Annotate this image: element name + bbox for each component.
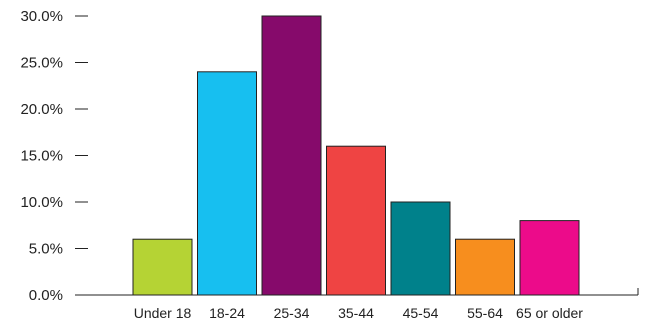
bar-35-44: [326, 145, 386, 296]
y-tick-label: 10.0%: [20, 194, 63, 211]
bar-under-18: [132, 238, 193, 296]
y-tick-label: 30.0%: [20, 8, 63, 25]
y-tick-label: 25.0%: [20, 55, 63, 72]
y-tick-label: 5.0%: [29, 241, 63, 258]
y-tick-label: 20.0%: [20, 101, 63, 118]
bars: [132, 15, 580, 296]
x-category-label: 35-44: [338, 305, 374, 321]
x-axis-labels: Under 18 18-24 25-34 35-44 45-54 55-64 65 or o…: [134, 305, 584, 321]
x-category-label: Under 18: [134, 305, 192, 321]
x-category-label: 55-64: [467, 305, 503, 321]
bar-55-64: [455, 238, 515, 296]
y-tick-label: 0.0%: [29, 287, 63, 304]
x-category-label: 45-54: [403, 305, 439, 321]
bar-18-24: [197, 71, 257, 296]
y-tick-label: 15.0%: [20, 148, 63, 165]
bar-65-or-older: [519, 220, 580, 296]
x-category-label: 18-24: [209, 305, 245, 321]
y-axis-ticks: 0.0% 5.0% 10.0% 15.0% 20.0% 25.0% 30.0%: [20, 8, 88, 304]
bar-25-34: [261, 15, 322, 296]
x-category-label: 25-34: [274, 305, 310, 321]
bar-45-54: [390, 201, 451, 296]
x-category-label: 65 or older: [516, 305, 583, 321]
